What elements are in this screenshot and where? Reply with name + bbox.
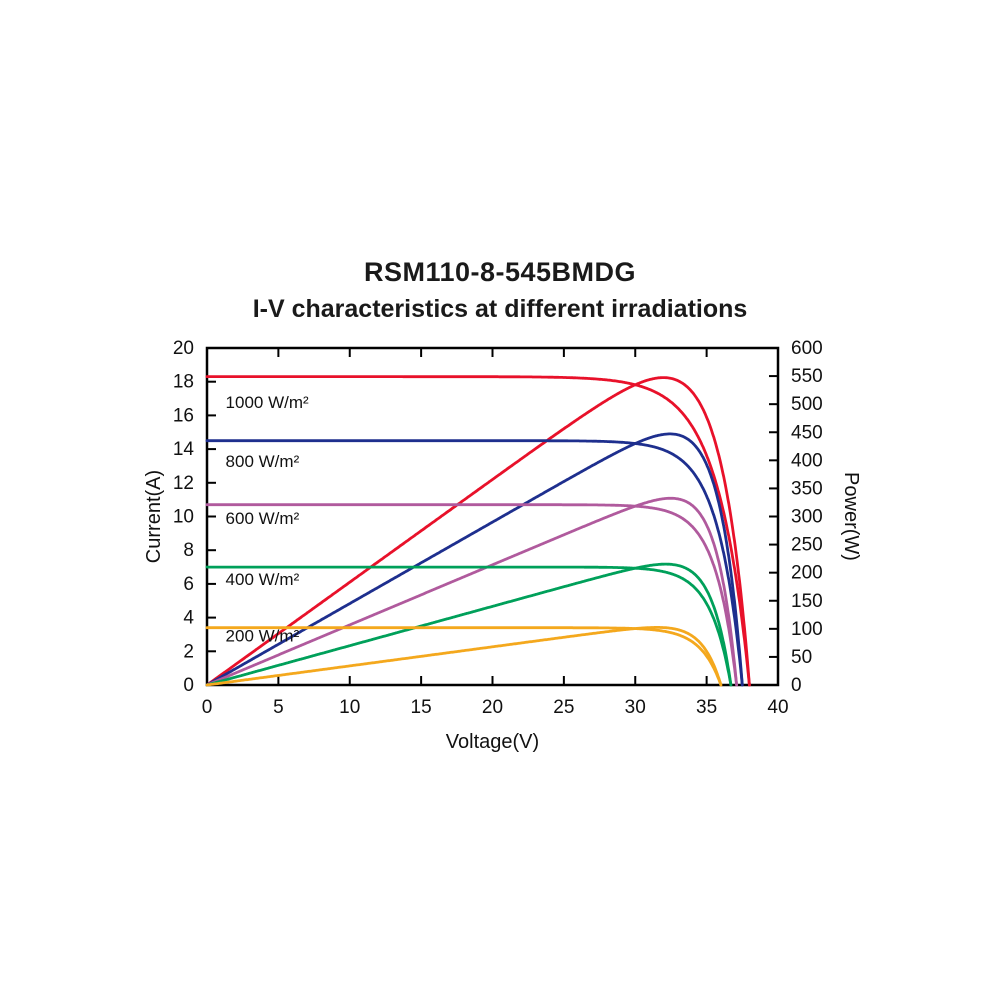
y-right-tick-label: 250 — [791, 535, 823, 556]
x-tick-label: 30 — [625, 697, 646, 718]
y-right-tick-label: 350 — [791, 478, 823, 499]
pv-curve-1000 — [205, 376, 751, 687]
y-right-tick-label: 550 — [791, 366, 823, 387]
y-left-tick-label: 14 — [173, 439, 195, 460]
x-tick-label: 0 — [202, 697, 213, 718]
y-axis-title-left: Current(A) — [143, 470, 165, 563]
y-left-tick-label: 16 — [173, 405, 194, 426]
y-left-tick-label: 10 — [173, 507, 194, 528]
y-left-tick-label: 20 — [173, 338, 194, 359]
plot-frame — [205, 346, 780, 687]
x-tick-label: 25 — [553, 697, 574, 718]
iv-curve-400 — [205, 565, 733, 687]
series-label-800: 800 W/m² — [226, 452, 300, 471]
y-left-tick-label: 4 — [183, 608, 194, 629]
chart-title: RSM110-8-545BMDG — [363, 257, 637, 287]
iv-curve-800 — [205, 439, 744, 687]
y-left-tick-label: 0 — [183, 675, 194, 696]
y-right-tick-label: 150 — [791, 591, 823, 612]
y-right-tick-label: 500 — [791, 394, 823, 415]
pv-curve-400 — [205, 562, 733, 687]
y-right-tick-label: 200 — [791, 563, 823, 584]
x-tick-label: 10 — [339, 697, 360, 718]
y-right-tick-label: 400 — [791, 450, 823, 471]
x-tick-label: 35 — [696, 697, 717, 718]
y-right-tick-label: 50 — [791, 647, 812, 668]
x-tick-label: 15 — [411, 697, 432, 718]
series-label-600: 600 W/m² — [226, 509, 300, 528]
pv-curve-600 — [205, 496, 738, 687]
y-right-tick-label: 0 — [791, 675, 802, 696]
iv-curve-1000 — [205, 375, 751, 687]
chart-subtitle: I-V characteristics at different irradia… — [252, 295, 748, 323]
y-left-tick-label: 18 — [173, 372, 194, 393]
pv-curve-800 — [205, 432, 744, 687]
y-axis-title-right: Power(W) — [840, 472, 862, 561]
y-left-tick-label: 6 — [183, 574, 194, 595]
y-left-tick-label: 12 — [173, 473, 194, 494]
y-right-tick-label: 300 — [791, 507, 823, 528]
x-tick-label: 5 — [273, 697, 284, 718]
y-left-tick-label: 8 — [183, 540, 194, 561]
y-right-tick-label: 100 — [791, 619, 823, 640]
y-right-tick-label: 450 — [791, 422, 823, 443]
x-tick-label: 20 — [482, 697, 503, 718]
x-tick-label: 40 — [767, 697, 788, 718]
series-label-1000: 1000 W/m² — [226, 393, 309, 412]
y-left-tick-label: 2 — [183, 641, 194, 662]
x-axis-title: Voltage(V) — [446, 731, 539, 753]
y-right-tick-label: 600 — [791, 338, 823, 359]
pv-curve-200 — [205, 626, 723, 687]
iv-curve-600 — [205, 503, 738, 687]
series-label-200: 200 W/m² — [226, 626, 300, 645]
series-label-400: 400 W/m² — [226, 570, 300, 589]
